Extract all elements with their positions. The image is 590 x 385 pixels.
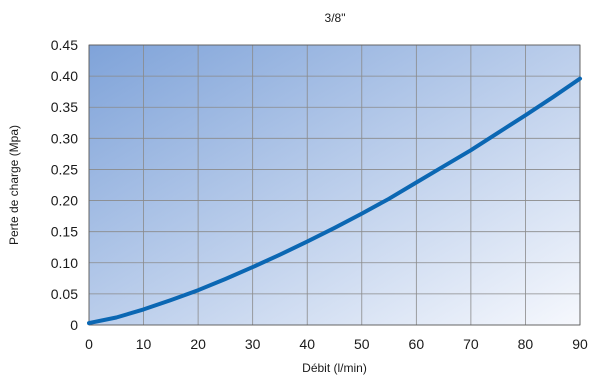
x-tick-label: 50 (354, 336, 370, 352)
y-axis-ticks: 0 0.05 0.10 0.15 0.20 0.25 0.30 0.35 0.40 0.45 (51, 37, 78, 333)
x-tick-label: 20 (190, 336, 206, 352)
x-tick-label: 90 (572, 336, 588, 352)
x-tick-label: 60 (409, 336, 425, 352)
series-line (87, 76, 582, 326)
y-axis-title: Perte de charge (Mpa) (7, 125, 21, 245)
y-tick-label: 0.05 (51, 286, 78, 302)
x-tick-label: 40 (299, 336, 315, 352)
x-tick-label: 10 (136, 336, 152, 352)
series-group (87, 76, 582, 326)
y-tick-label: 0.30 (51, 130, 78, 146)
x-tick-label: 30 (245, 336, 261, 352)
y-tick-label: 0.15 (51, 224, 78, 240)
y-tick-label: 0.10 (51, 255, 78, 271)
x-axis-ticks: 0 10 20 30 40 50 60 70 80 90 (85, 336, 588, 352)
chart-title: 3/8" (325, 11, 346, 25)
y-tick-label: 0.25 (51, 161, 78, 177)
x-tick-label: 70 (463, 336, 479, 352)
x-axis-title: Débit (l/min) (302, 361, 367, 375)
y-tick-label: 0.45 (51, 37, 78, 53)
x-tick-label: 80 (518, 336, 534, 352)
y-tick-label: 0.40 (51, 68, 78, 84)
plot-frame (88, 44, 581, 326)
x-tick-label: 0 (85, 336, 93, 352)
plot-area (89, 45, 580, 325)
y-tick-label: 0 (70, 317, 78, 333)
y-tick-label: 0.20 (51, 193, 78, 209)
y-tick-label: 0.35 (51, 99, 78, 115)
